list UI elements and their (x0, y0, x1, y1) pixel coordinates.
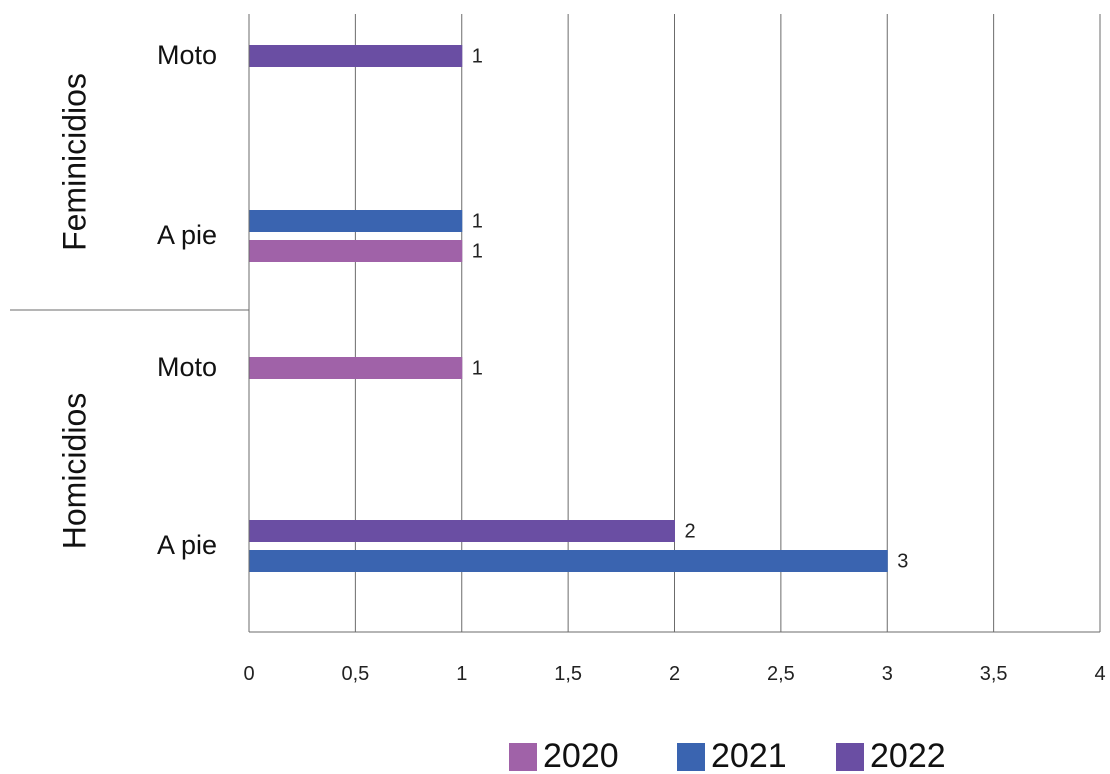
bar-2022 (249, 45, 463, 67)
legend-label: 2022 (870, 737, 946, 774)
legend-label: 2020 (543, 737, 619, 774)
x-tick-label: 0 (243, 663, 254, 685)
x-tick-label: 1,5 (554, 663, 582, 685)
legend-swatch-2022 (836, 743, 864, 771)
bar-2021 (249, 210, 463, 232)
bar-2020 (249, 357, 463, 379)
x-tick-label: 3 (882, 663, 893, 685)
legend-label: 2021 (711, 737, 787, 774)
group-label: Feminicidios (56, 73, 92, 251)
bar-2020 (249, 240, 463, 262)
legend: 2020 2021 2022 (509, 737, 946, 774)
group-labels: Feminicidios Homicidios (56, 73, 92, 549)
data-label: 1 (472, 210, 483, 232)
category-label: Moto (157, 40, 217, 70)
x-tick-label: 0,5 (341, 663, 369, 685)
legend-swatch-2020 (509, 743, 537, 771)
x-tick-label: 1 (456, 663, 467, 685)
bar-2022 (249, 520, 675, 542)
category-label: A pie (157, 530, 217, 560)
category-label: A pie (157, 220, 217, 250)
data-label: 1 (472, 357, 483, 379)
bars (249, 45, 888, 572)
bar-2021 (249, 550, 888, 572)
data-label: 3 (897, 550, 908, 572)
legend-swatch-2021 (677, 743, 705, 771)
category-labels: Moto A pie Moto A pie (157, 40, 217, 560)
group-label: Homicidios (56, 393, 92, 549)
x-tick-label: 2 (669, 663, 680, 685)
data-label: 2 (685, 520, 696, 542)
x-tick-label: 2,5 (767, 663, 795, 685)
grid-lines (10, 14, 1101, 633)
data-label: 1 (472, 45, 483, 67)
data-labels: 1 1 1 1 2 3 (472, 45, 909, 572)
x-tick-label: 4 (1094, 663, 1105, 685)
data-label: 1 (472, 240, 483, 262)
category-label: Moto (157, 352, 217, 382)
x-axis-tick-labels: 0 0,5 1 1,5 2 2,5 3 3,5 4 (243, 663, 1105, 685)
x-tick-label: 3,5 (980, 663, 1008, 685)
